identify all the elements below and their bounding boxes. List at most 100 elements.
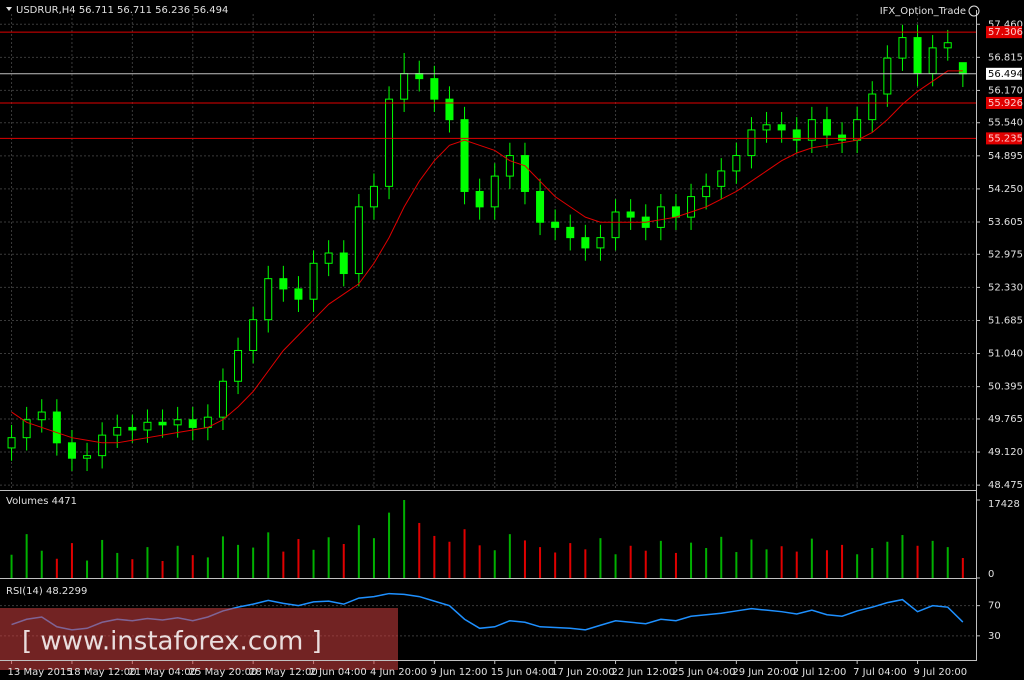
indicator-icon[interactable] <box>968 5 980 17</box>
y-tick-label: 70 <box>988 601 1001 612</box>
candle-body <box>67 442 76 459</box>
candle-body <box>928 47 937 74</box>
panel-divider <box>0 578 977 579</box>
candle-body <box>566 226 575 239</box>
y-tick-label: 51.040 <box>988 349 1023 360</box>
x-tick-label: 15 Jun 04:00 <box>491 667 555 678</box>
y-tick-label: 0 <box>988 569 994 580</box>
candle-body <box>143 421 152 431</box>
candle-body <box>218 380 227 418</box>
x-tick-label: 2 Jul 12:00 <box>793 667 847 678</box>
candle-body <box>22 419 31 439</box>
candle-body <box>113 426 122 436</box>
watermark: [ www.instaforex.com ] <box>22 627 322 657</box>
price-level-tag <box>986 132 1022 145</box>
x-tick-label: 9 Jun 12:00 <box>430 667 487 678</box>
chart-title: USDRUR,H4 56.711 56.711 56.236 56.494 <box>16 5 228 16</box>
y-tick-label: 56.815 <box>988 52 1023 63</box>
candle-body <box>173 419 182 426</box>
price-level-tag <box>986 96 1022 109</box>
candle-body <box>385 98 394 187</box>
y-tick-label: 57.460 <box>988 19 1023 30</box>
y-tick-label: 17428 <box>988 499 1020 510</box>
y-tick-label: 54.895 <box>988 151 1023 162</box>
candle-body <box>234 349 243 382</box>
candle-body <box>98 434 107 457</box>
price-level-label: 55.235 <box>988 133 1023 144</box>
y-tick-label: 52.330 <box>988 282 1023 293</box>
volume-title: Volumes 4471 <box>6 496 77 507</box>
candle-body <box>430 78 439 100</box>
bottom-axis <box>0 660 977 661</box>
candle-body <box>158 421 167 426</box>
candle-body <box>717 170 726 187</box>
moving-average <box>11 70 963 444</box>
y-tick-label: 30 <box>988 631 1001 642</box>
candle-body <box>853 119 862 141</box>
x-tick-label: 4 Jun 20:00 <box>370 667 427 678</box>
candle-body <box>883 57 892 95</box>
x-tick-label: 2 Jun 04:00 <box>310 667 367 678</box>
candle-body <box>52 411 61 444</box>
y-tick-label: 51.685 <box>988 315 1023 326</box>
candle-body <box>913 37 922 74</box>
candle-body <box>838 134 847 141</box>
price-level-label: 57.306 <box>988 27 1023 38</box>
x-tick-label: 17 Jun 20:00 <box>551 667 615 678</box>
candle-body <box>536 190 545 223</box>
candle-body <box>339 252 348 275</box>
candle-body <box>294 288 303 300</box>
candle-body <box>490 175 499 208</box>
candle-body <box>671 206 680 218</box>
candle-body <box>822 119 831 136</box>
candle-body <box>505 155 514 177</box>
rsi-title: RSI(14) 48.2299 <box>6 586 87 597</box>
candle-body <box>264 278 273 321</box>
candle-body <box>777 124 786 131</box>
candle-body <box>732 155 741 172</box>
y-tick-label: 49.765 <box>988 414 1023 425</box>
x-tick-label: 13 May 2015 <box>8 667 73 678</box>
price-level-label: 55.926 <box>988 98 1023 109</box>
candle-body <box>445 98 454 121</box>
x-tick-label: 7 Jul 04:00 <box>853 667 907 678</box>
x-tick-label: 28 May 12:00 <box>249 667 318 678</box>
panel-divider <box>0 490 977 491</box>
candle-body <box>279 278 288 290</box>
candle-body <box>656 206 665 228</box>
y-tick-label: 49.120 <box>988 447 1023 458</box>
x-tick-label: 25 May 20:00 <box>189 667 258 678</box>
price-level-tag <box>986 67 1022 80</box>
candle-body <box>958 62 967 75</box>
candle-body <box>324 252 333 264</box>
candle-body <box>400 73 409 100</box>
y-tick-label: 55.540 <box>988 118 1023 129</box>
candle-body <box>188 419 197 428</box>
candle-body <box>581 237 590 249</box>
candle-body <box>747 129 756 157</box>
candle-body <box>7 437 16 449</box>
indicator-label: IFX_Option_Trade <box>880 6 966 17</box>
candle-body <box>460 119 469 192</box>
y-tick-label: 52.975 <box>988 249 1023 260</box>
x-tick-label: 25 Jun 04:00 <box>672 667 736 678</box>
right-axis <box>976 10 977 660</box>
candle-body <box>249 319 258 351</box>
symbol-menu-icon[interactable] <box>6 7 12 11</box>
watermark-box <box>0 608 398 670</box>
candle-body <box>37 411 46 421</box>
y-tick-label: 48.475 <box>988 480 1023 491</box>
candle-body <box>762 124 771 131</box>
x-tick-label: 9 Jul 20:00 <box>914 667 968 678</box>
candle-body <box>943 42 952 49</box>
candle-body <box>702 185 711 198</box>
price-level-label: 56.494 <box>988 69 1023 80</box>
candle-body <box>868 93 877 121</box>
candle-body <box>128 426 137 431</box>
candle-body <box>354 206 363 275</box>
candle-body <box>792 129 801 141</box>
candle-body <box>898 37 907 59</box>
candle-body <box>611 211 620 239</box>
